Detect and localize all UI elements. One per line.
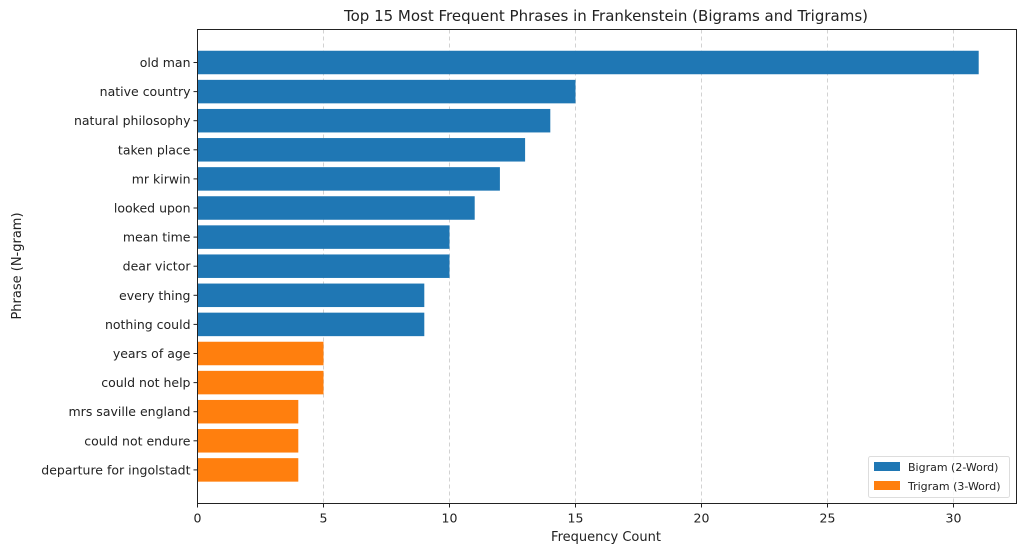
legend-label-bigram: Bigram (2-Word) [908,461,998,474]
y-tick-label: looked upon [114,201,191,216]
bar-mrs-saville-england [197,399,299,424]
x-axis-label: Frequency Count [551,530,661,545]
y-tick-label: mrs saville england [69,404,191,419]
bar-old-man [197,50,979,75]
bar-departure-for-ingolstadt [197,458,299,482]
x-tick-label: 5 [320,511,328,526]
x-tick-label: 25 [820,511,836,526]
bar-natural-philosophy [197,108,551,133]
legend-box [868,456,1010,498]
y-tick-label: mr kirwin [132,171,191,186]
x-tick-label: 20 [694,511,710,526]
bars [197,50,979,482]
y-tick-label: every thing [119,288,190,303]
y-tick-label: dear victor [123,259,192,274]
y-tick-label: native country [100,84,191,99]
bar-mean-time [197,225,450,249]
y-tick-label: could not endure [84,433,191,448]
y-tick-label: mean time [123,230,191,245]
bar-native-country [197,79,576,104]
bar-could-not-endure [197,429,299,453]
bar-mr-kirwin [197,167,500,191]
y-tick-label: years of age [113,346,191,361]
legend-label-trigram: Trigram (3-Word) [907,480,1001,493]
y-tick-label: taken place [118,142,191,157]
x-tick-label: 0 [194,511,202,526]
bar-years-of-age [197,341,324,366]
legend-swatch-bigram [874,462,900,471]
bar-every-thing [197,283,425,308]
x-axis-ticks: 0 5 10 15 20 25 30 [194,503,962,526]
y-tick-label: departure for ingolstadt [41,462,190,477]
x-tick-label: 15 [568,511,584,526]
y-tick-label: natural philosophy [74,113,191,128]
bar-dear-victor [197,254,450,278]
bar-taken-place [197,138,526,162]
y-tick-label: could not help [101,375,190,390]
bar-nothing-could [197,312,425,337]
chart-title: Top 15 Most Frequent Phrases in Frankens… [343,7,868,25]
legend: Bigram (2-Word) Trigram (3-Word) [868,456,1010,498]
bar-looked-upon [197,196,475,220]
y-tick-label: old man [140,55,191,70]
grid-lines [323,29,954,504]
y-tick-label: nothing could [105,317,191,332]
x-tick-label: 30 [946,511,962,526]
legend-swatch-trigram [874,481,900,490]
y-axis-ticks: old man native country natural philosophy t… [41,55,198,477]
y-axis-label: Phrase (N-gram) [10,212,25,319]
x-tick-label: 10 [442,511,458,526]
bar-could-not-help [197,370,324,395]
